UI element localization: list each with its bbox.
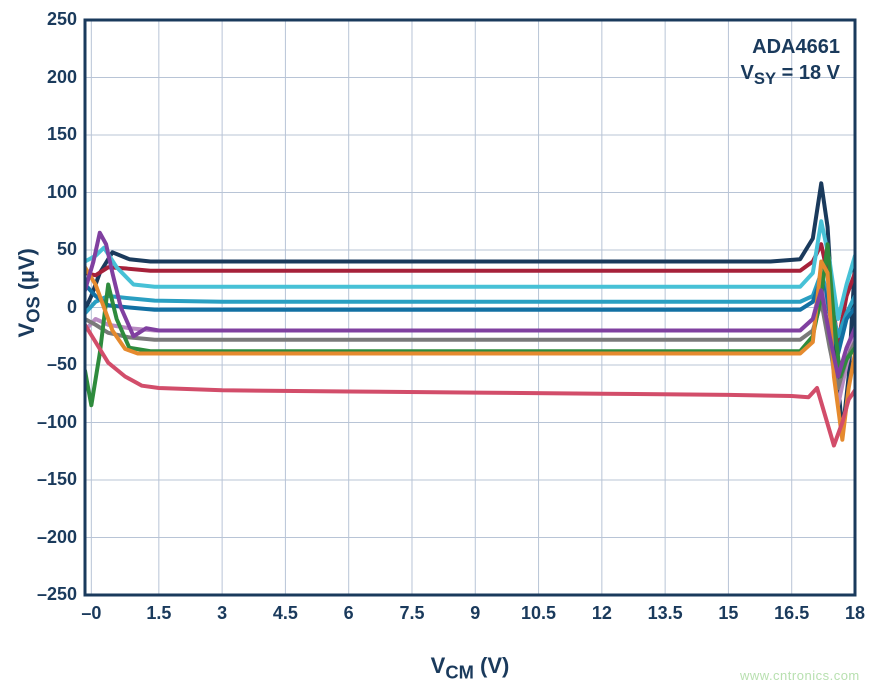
x-tick-label: 6 [324,603,374,624]
chart-svg [0,0,869,691]
annotation-line2: VSY = 18 V [740,60,840,90]
annotation-line2-prefix: V [740,62,753,84]
x-tick-label: 12 [577,603,627,624]
y-tick-label: –50 [47,354,77,375]
chart-annotation: ADA4661 VSY = 18 V [740,34,840,90]
x-tick-label: 9 [450,603,500,624]
chart-container: VCM (V) VOS (µV) ADA4661 VSY = 18 V www.… [0,0,869,691]
y-tick-label: –150 [37,469,77,490]
y-tick-label: –250 [37,584,77,605]
y-tick-label: 250 [47,9,77,30]
x-tick-label: 18 [830,603,869,624]
y-axis-label: VOS (µV) [14,192,44,392]
x-tick-label: 1.5 [134,603,184,624]
y-tick-label: 0 [67,297,77,318]
x-tick-label: 16.5 [767,603,817,624]
x-tick-label: 4.5 [260,603,310,624]
y-tick-label: 50 [57,239,77,260]
x-tick-label: –0 [66,603,116,624]
x-tick-label: 15 [703,603,753,624]
y-tick-label: 100 [47,182,77,203]
x-axis-label: VCM (V) [370,653,570,683]
y-tick-label: 150 [47,124,77,145]
x-tick-label: 7.5 [387,603,437,624]
annotation-line2-sub: SY [754,69,776,88]
y-tick-label: –100 [37,412,77,433]
annotation-line2-rest: = 18 V [776,62,840,84]
y-tick-label: 200 [47,67,77,88]
watermark-text: www.cntronics.com [740,668,860,683]
annotation-line1: ADA4661 [740,34,840,60]
x-tick-label: 13.5 [640,603,690,624]
x-tick-label: 3 [197,603,247,624]
x-tick-label: 10.5 [514,603,564,624]
y-tick-label: –200 [37,527,77,548]
